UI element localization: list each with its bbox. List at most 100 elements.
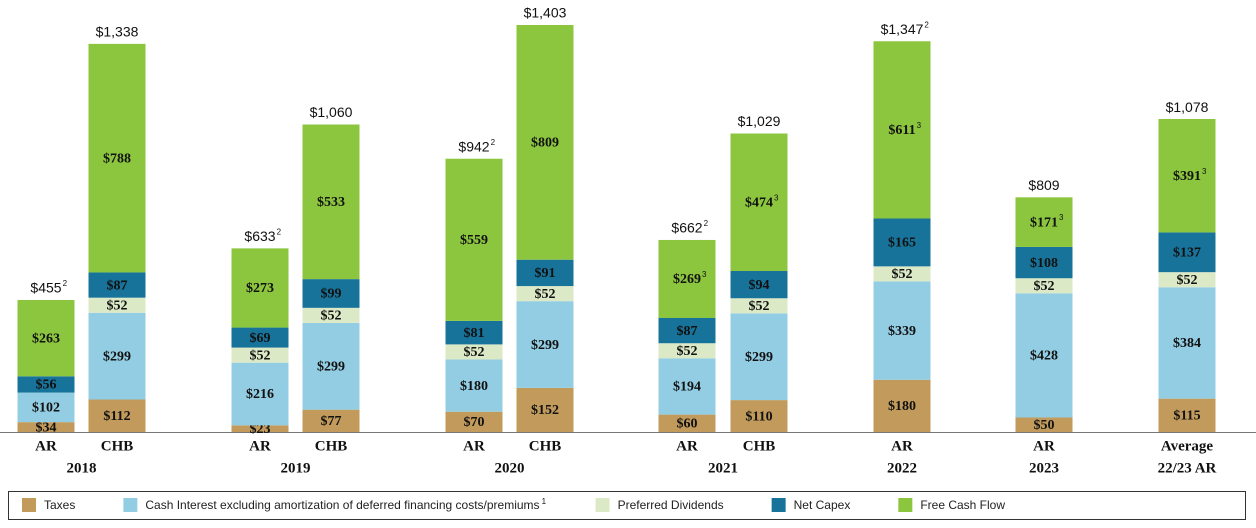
segment-label: $99 — [321, 287, 342, 302]
segment-label: $52 — [1034, 279, 1055, 294]
segment-label: $216 — [246, 387, 274, 402]
segment-label: $180 — [460, 379, 488, 394]
category-label: AR — [35, 438, 57, 454]
segment-label: $50 — [1034, 418, 1055, 433]
segment-label: $52 — [749, 299, 770, 314]
segment-label: $52 — [464, 345, 485, 360]
segment-label: $70 — [464, 415, 485, 430]
bar-segment — [1158, 287, 1216, 399]
legend-label: Cash Interest excluding amortization of … — [145, 498, 539, 512]
segment-label-note: 3 — [702, 270, 707, 279]
category-label: Average — [1161, 438, 1214, 454]
legend-label: Taxes — [44, 498, 75, 512]
bar-segment — [88, 43, 146, 273]
segment-label-note: 3 — [1059, 213, 1064, 222]
segment-label: $34 — [36, 420, 57, 435]
total-label: $1,029 — [738, 113, 781, 129]
legend-swatch — [22, 498, 36, 512]
category-label: AR — [676, 438, 698, 454]
segment-label: $52 — [892, 267, 913, 282]
segment-label: $339 — [888, 324, 916, 339]
bar-segment — [873, 218, 931, 267]
total-label: $633 — [244, 228, 275, 244]
segment-label: $52 — [107, 298, 128, 313]
segment-label-note: 3 — [1202, 167, 1207, 176]
bar-segment — [1158, 272, 1216, 288]
bar-segment — [302, 409, 360, 432]
total-label-note: 2 — [277, 227, 282, 236]
segment-label: $81 — [464, 326, 485, 341]
bar-segment — [516, 259, 574, 287]
segment-label: $137 — [1173, 246, 1201, 261]
legend-swatch — [123, 498, 138, 512]
bar-segment — [658, 239, 716, 318]
segment-label: $52 — [535, 287, 556, 302]
total-label-note: 2 — [924, 20, 929, 29]
bar-segment — [516, 25, 574, 260]
segment-label: $110 — [745, 409, 772, 424]
segment-label: $299 — [531, 338, 559, 353]
segment-label-note: 3 — [774, 193, 779, 202]
bar-segment — [873, 41, 931, 219]
bar-segment — [1158, 232, 1216, 273]
bar-segment — [445, 359, 503, 412]
category-label: AR — [249, 438, 271, 454]
category-label: CHB — [101, 438, 134, 454]
bar-segment — [88, 297, 146, 313]
segment-label: $52 — [677, 344, 698, 359]
segment-label: $102 — [32, 401, 60, 416]
segment-label: $299 — [103, 349, 131, 364]
legend-box — [8, 491, 1246, 520]
bar-segment — [302, 307, 360, 323]
segment-label: $91 — [535, 266, 556, 281]
bar-segment — [1158, 118, 1216, 233]
legend-label: Free Cash Flow — [920, 498, 1005, 512]
group-label: 2022 — [887, 460, 917, 476]
bar-segment — [231, 362, 289, 426]
bar-segment — [231, 327, 289, 348]
bar-segment — [516, 301, 574, 388]
total-label: $942 — [458, 138, 489, 154]
category-label: CHB — [743, 438, 776, 454]
total-label: $1,403 — [524, 5, 567, 21]
total-label: $1,078 — [1166, 99, 1209, 115]
segment-label: $69 — [250, 331, 271, 346]
group-label: 2020 — [495, 460, 525, 476]
bar-segment — [88, 312, 146, 400]
segment-label: $56 — [36, 378, 57, 393]
bar-segment — [302, 124, 360, 280]
bar-segment — [17, 300, 75, 377]
segment-label: $474 — [745, 195, 773, 210]
bar-segment — [1015, 278, 1073, 294]
category-label: AR — [891, 438, 913, 454]
segment-label: $391 — [1173, 169, 1201, 184]
bar-segment — [1015, 417, 1073, 432]
segment-label: $533 — [317, 195, 345, 210]
legend-note: 1 — [542, 497, 547, 506]
segment-label: $52 — [1177, 273, 1198, 288]
bar-segment — [730, 270, 788, 299]
group-label: 2021 — [708, 460, 738, 476]
category-label: CHB — [315, 438, 348, 454]
category-label: AR — [463, 438, 485, 454]
bar-segment — [873, 379, 931, 432]
bar-segment — [658, 414, 716, 432]
segment-label: $428 — [1030, 349, 1058, 364]
bar-segment — [17, 392, 75, 423]
bar-segment — [231, 347, 289, 363]
bar-segment — [17, 422, 75, 432]
segment-label: $87 — [107, 278, 128, 293]
bar-segment — [1015, 293, 1073, 418]
segment-label: $384 — [1173, 336, 1201, 351]
legend-swatch — [898, 498, 913, 512]
segment-label: $611 — [888, 123, 915, 138]
segment-label: $77 — [321, 414, 342, 429]
bar-segment — [231, 248, 289, 328]
total-label: $1,347 — [881, 21, 924, 37]
bar-segment — [88, 399, 146, 432]
segment-label: $788 — [103, 151, 131, 166]
category-label: AR — [1033, 438, 1055, 454]
segment-label: $112 — [103, 409, 130, 424]
bar-segment — [231, 425, 289, 432]
